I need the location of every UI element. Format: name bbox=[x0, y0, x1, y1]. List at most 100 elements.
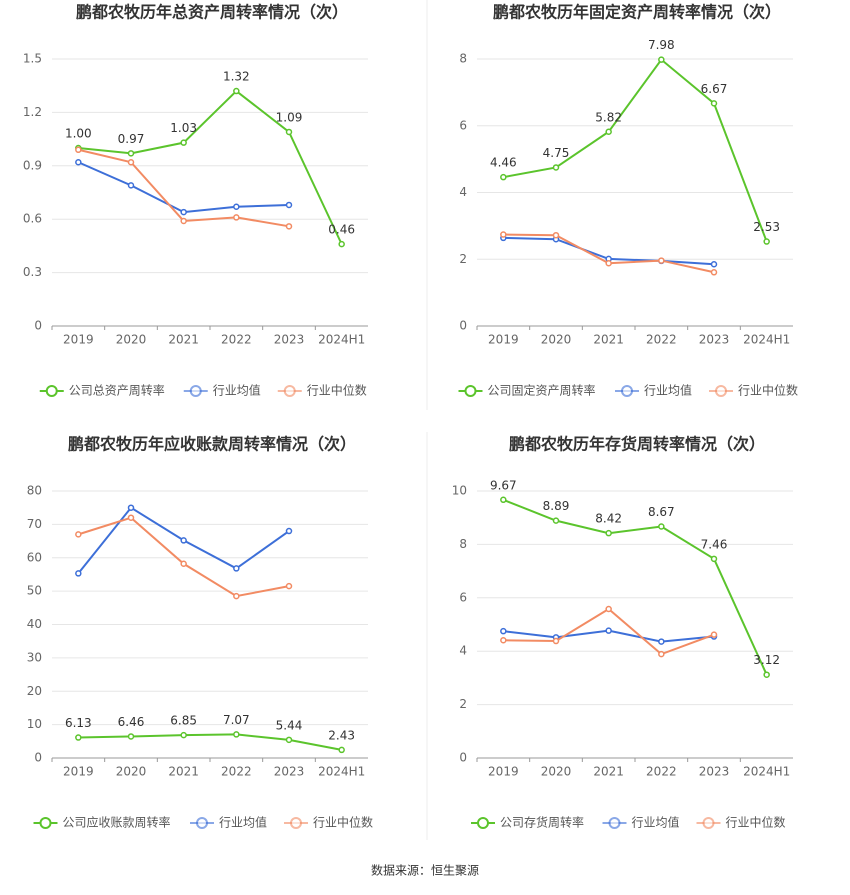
legend-label: 行业中位数 bbox=[726, 815, 786, 830]
point bbox=[180, 208, 187, 216]
y-tick-label: 0.9 bbox=[23, 158, 42, 172]
chart: 鹏都农牧历年总资产周转率情况（次） 0 0.3 0.6 0.9 1.2 1.5 2019 202… bbox=[23, 3, 368, 398]
point bbox=[710, 555, 718, 563]
legend-marker bbox=[39, 817, 52, 829]
legend-item: 行业中位数 bbox=[277, 383, 367, 398]
point bbox=[285, 128, 293, 136]
chart: 鹏都农牧历年存货周转率情况（次） 0 2 4 6 8 10 2019 2020 2021 2022 2… bbox=[452, 435, 793, 830]
y-tick-label: 0 bbox=[34, 319, 42, 333]
series-line bbox=[502, 498, 768, 676]
legend-item: 行业中位数 bbox=[284, 815, 373, 830]
y-tick-label: 6 bbox=[459, 590, 467, 604]
point bbox=[605, 529, 612, 537]
series-line bbox=[78, 516, 290, 598]
chart-title: 鹏都农牧历年固定资产周转率情况（次） bbox=[493, 3, 781, 22]
point bbox=[710, 631, 718, 638]
legend-marker bbox=[196, 817, 208, 829]
legend-item: 行业中位数 bbox=[696, 815, 786, 830]
point bbox=[338, 746, 345, 754]
data-label: 4.46 bbox=[490, 156, 517, 170]
point bbox=[500, 627, 507, 635]
data-label: 8.67 bbox=[648, 505, 675, 519]
y-tick-label: 1.2 bbox=[23, 105, 42, 119]
x-tick-label: 2021 bbox=[168, 333, 199, 347]
chart-title: 鹏都农牧历年总资产周转率情况（次） bbox=[76, 3, 348, 22]
data-label: 7.46 bbox=[701, 537, 728, 551]
point bbox=[500, 496, 507, 504]
point bbox=[285, 223, 293, 230]
point bbox=[285, 736, 293, 744]
y-tick-label: 10 bbox=[452, 484, 467, 498]
data-label: 1.32 bbox=[223, 70, 250, 84]
legend-label: 公司应收账款周转率 bbox=[63, 815, 171, 830]
point bbox=[233, 731, 240, 738]
data-label: 5.44 bbox=[276, 718, 303, 732]
legend-label: 行业中位数 bbox=[738, 383, 798, 398]
y-tick-label: 4 bbox=[459, 185, 467, 199]
y-tick-label: 50 bbox=[27, 584, 42, 598]
point bbox=[233, 592, 240, 600]
data-label: 0.97 bbox=[118, 132, 145, 146]
data-label: 8.42 bbox=[595, 512, 622, 526]
point bbox=[710, 269, 718, 276]
point bbox=[75, 146, 82, 154]
point bbox=[233, 214, 240, 221]
data-label: 1.09 bbox=[276, 110, 303, 124]
x-tick-label: 2024H1 bbox=[743, 765, 790, 779]
legend-item: 行业中位数 bbox=[709, 383, 798, 398]
y-tick-label: 0 bbox=[459, 751, 467, 765]
point bbox=[180, 217, 187, 225]
legend-label: 行业中位数 bbox=[313, 815, 373, 830]
x-tick-label: 2024H1 bbox=[318, 765, 365, 779]
point bbox=[605, 260, 612, 267]
y-tick-label: 80 bbox=[27, 484, 42, 498]
legend-label: 公司固定资产周转率 bbox=[488, 383, 596, 398]
legend-marker bbox=[608, 817, 621, 829]
point bbox=[180, 537, 187, 544]
x-tick-label: 2019 bbox=[488, 333, 519, 347]
y-tick-label: 1.5 bbox=[23, 52, 42, 66]
point bbox=[605, 605, 612, 613]
chart: 鹏都农牧历年固定资产周转率情况（次） 0 2 4 6 8 2019 2020 2021 2022 2… bbox=[458, 3, 798, 398]
x-tick-label: 2021 bbox=[593, 333, 624, 347]
point bbox=[285, 201, 293, 209]
legend-marker bbox=[464, 385, 477, 397]
x-tick-label: 2019 bbox=[63, 333, 94, 347]
x-tick-label: 2024H1 bbox=[743, 333, 790, 347]
data-label: 2.53 bbox=[753, 220, 780, 234]
legend-marker bbox=[715, 385, 727, 397]
point bbox=[180, 139, 187, 146]
series-line bbox=[503, 58, 768, 242]
x-tick-label: 2023 bbox=[699, 333, 730, 347]
x-tick-label: 2022 bbox=[646, 333, 677, 347]
point bbox=[75, 158, 82, 166]
x-tick-label: 2020 bbox=[116, 333, 147, 347]
y-tick-label: 2 bbox=[459, 252, 467, 266]
point bbox=[127, 158, 135, 166]
chart: 鹏都农牧历年应收账款周转率情况（次） 0 10 20 30 40 50 60 70 80 2019 2… bbox=[27, 435, 373, 830]
y-tick-label: 4 bbox=[459, 644, 467, 658]
y-tick-label: 70 bbox=[27, 517, 42, 531]
legend-item: 行业均值 bbox=[615, 383, 692, 398]
legend-item: 行业均值 bbox=[190, 815, 267, 830]
point bbox=[658, 523, 665, 530]
point bbox=[285, 527, 293, 535]
x-tick-label: 2024H1 bbox=[318, 333, 365, 347]
legend-marker bbox=[45, 385, 58, 397]
x-tick-label: 2023 bbox=[699, 765, 730, 779]
x-tick-label: 2023 bbox=[274, 765, 305, 779]
x-tick-label: 2023 bbox=[274, 333, 305, 347]
point bbox=[658, 638, 665, 645]
y-tick-label: 30 bbox=[27, 650, 42, 664]
x-tick-label: 2019 bbox=[488, 765, 519, 779]
data-label: 0.46 bbox=[328, 223, 355, 237]
point bbox=[552, 637, 560, 645]
point bbox=[658, 56, 665, 63]
y-tick-label: 6 bbox=[459, 118, 467, 132]
data-label: 9.67 bbox=[490, 478, 517, 492]
source: 数据来源：恒生聚源 bbox=[371, 863, 479, 878]
legend-marker bbox=[189, 385, 202, 397]
y-tick-label: 8 bbox=[459, 52, 467, 66]
point bbox=[233, 565, 240, 572]
